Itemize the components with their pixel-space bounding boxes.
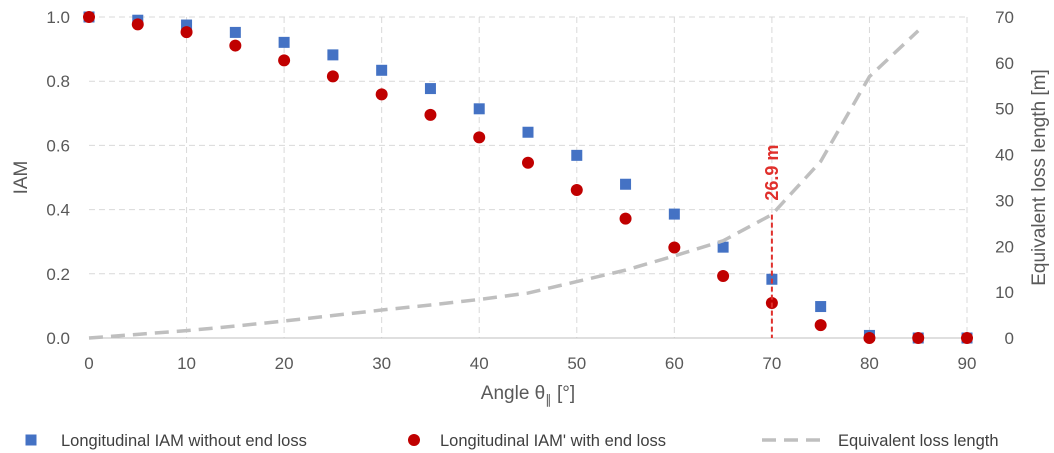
point-iam-without-end-loss — [717, 241, 729, 253]
point-iam-with-end-loss — [814, 319, 827, 332]
point-iam-with-end-loss — [619, 212, 632, 225]
point-iam-without-end-loss — [571, 149, 583, 161]
series-line-equivalent-loss-length — [88, 29, 920, 340]
point-iam-with-end-loss — [668, 241, 681, 254]
y-right-tick-label: 60 — [995, 54, 1014, 73]
y-left-tick-label: 0.2 — [46, 265, 70, 284]
legend-label-with-end-loss: Longitudinal IAM' with end loss — [440, 432, 666, 450]
legend-label-equivalent-loss-length: Equivalent loss length — [838, 432, 999, 450]
point-iam-with-end-loss — [180, 26, 193, 39]
point-iam-without-end-loss — [181, 19, 193, 31]
x-tick-label: 50 — [567, 354, 586, 373]
y-right-tick-label: 20 — [995, 237, 1014, 256]
grid — [89, 16, 968, 338]
x-tick-label: 40 — [470, 354, 489, 373]
x-tick-label: 90 — [958, 354, 977, 373]
point-iam-without-end-loss — [668, 208, 680, 220]
x-tick-label: 20 — [275, 354, 294, 373]
point-iam-with-end-loss — [522, 156, 534, 169]
series — [83, 11, 973, 344]
point-iam-without-end-loss — [376, 64, 388, 76]
point-iam-with-end-loss — [912, 332, 925, 344]
point-iam-without-end-loss — [424, 83, 436, 95]
annotation-layer: 26.9 m — [762, 145, 782, 338]
point-iam-with-end-loss — [278, 54, 291, 67]
x-tick-label: 30 — [372, 354, 391, 373]
y-left-tick-label: 0.6 — [46, 136, 70, 155]
x-tick-label: 70 — [762, 354, 781, 373]
y-right-tick-label: 40 — [995, 146, 1014, 165]
legend-marker-square — [25, 434, 37, 446]
point-iam-with-end-loss — [473, 131, 486, 144]
y-right-tick-label: 0 — [1005, 329, 1014, 348]
point-iam-with-end-loss — [131, 18, 144, 31]
y-right-tick-label: 70 — [995, 8, 1014, 27]
axes: 0.0 0.2 0.4 0.6 0.8 1.0 0 10 20 30 40 50 60 70 80 90 0 10… — [11, 8, 1050, 407]
point-iam-with-end-loss — [375, 88, 388, 101]
annotation-label: 26.9 m — [762, 145, 782, 201]
point-iam-without-end-loss — [620, 178, 632, 190]
y-right-tick-label: 50 — [995, 100, 1014, 119]
point-iam-with-end-loss — [961, 332, 973, 344]
point-iam-without-end-loss — [327, 49, 339, 61]
point-iam-with-end-loss — [717, 270, 730, 283]
point-iam-without-end-loss — [278, 36, 290, 48]
point-iam-with-end-loss — [229, 39, 242, 52]
point-iam-with-end-loss — [326, 70, 339, 83]
point-iam-with-end-loss — [863, 332, 876, 344]
point-iam-without-end-loss — [522, 126, 534, 138]
y-left-tick-label: 0.8 — [46, 72, 70, 91]
y-left-tick-label: 0.4 — [46, 201, 70, 220]
y-left-axis-title: IAM — [11, 161, 32, 195]
legend-marker-circle — [408, 434, 420, 446]
y-right-tick-label: 30 — [995, 191, 1014, 210]
x-tick-label: 0 — [84, 354, 93, 373]
x-tick-label: 10 — [177, 354, 196, 373]
y-left-tick-label: 0.0 — [46, 329, 70, 348]
x-tick-label: 80 — [860, 354, 879, 373]
x-tick-label: 60 — [665, 354, 684, 373]
point-iam-with-end-loss — [570, 184, 583, 197]
point-iam-without-end-loss — [229, 26, 241, 38]
y-right-tick-label: 10 — [995, 283, 1014, 302]
y-left-tick-label: 1.0 — [46, 8, 70, 27]
legend: Longitudinal IAM without end loss Longitu… — [25, 432, 999, 450]
point-iam-with-end-loss — [424, 108, 437, 121]
point-iam-without-end-loss — [815, 301, 827, 313]
x-axis-title: Angle θ∥ [°] — [481, 383, 575, 407]
point-iam-with-end-loss — [83, 11, 95, 23]
y-right-axis-title: Equivalent loss length [m] — [1029, 69, 1050, 286]
legend-label-without-end-loss: Longitudinal IAM without end loss — [61, 432, 307, 450]
point-iam-without-end-loss — [473, 103, 485, 115]
